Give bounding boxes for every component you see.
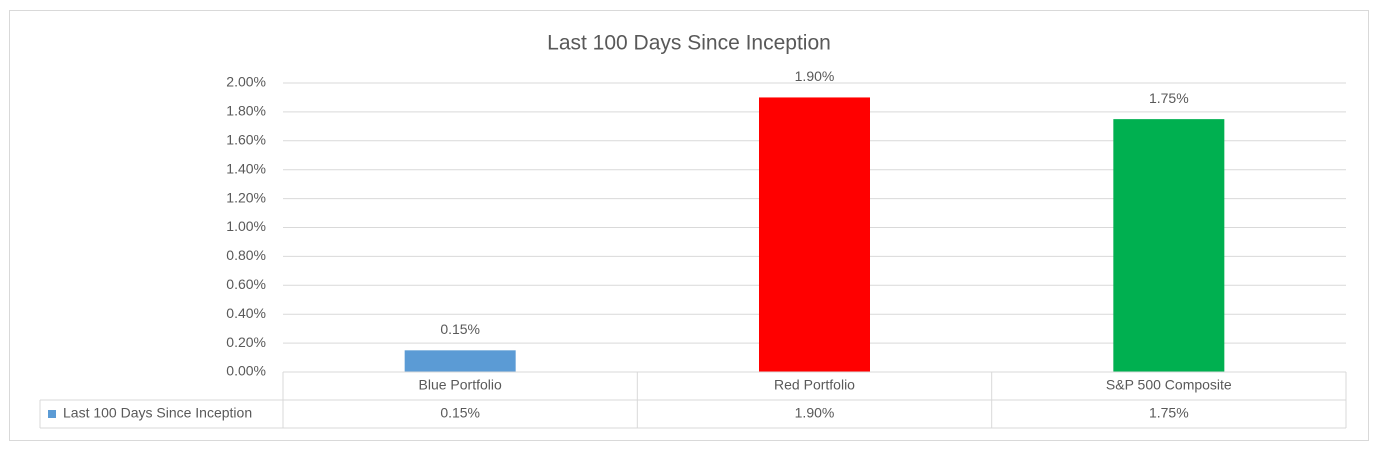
bar [404, 350, 516, 372]
y-tick-label: 1.60% [226, 132, 266, 148]
x-tick-label: Blue Portfolio [419, 377, 502, 393]
legend-label: Last 100 Days Since Inception [63, 405, 252, 421]
y-tick-label: 0.40% [226, 305, 266, 321]
chart-title: Last 100 Days Since Inception [547, 32, 831, 55]
y-tick-label: 0.80% [226, 247, 266, 263]
x-tick-label: S&P 500 Composite [1106, 377, 1232, 393]
data-label: 1.90% [795, 68, 835, 84]
y-tick-label: 0.60% [226, 276, 266, 292]
table-cell: 1.75% [1149, 405, 1189, 421]
y-tick-label: 1.40% [226, 160, 266, 176]
data-label: 0.15% [440, 321, 480, 337]
y-tick-label: 0.20% [226, 334, 266, 350]
bar [759, 97, 870, 372]
table-cell: 1.90% [795, 405, 835, 421]
table-cell: 0.15% [440, 405, 480, 421]
x-tick-label: Red Portfolio [774, 377, 855, 393]
y-tick-label: 1.80% [226, 103, 266, 119]
data-label: 1.75% [1149, 90, 1189, 106]
y-tick-label: 2.00% [226, 74, 266, 90]
legend-marker [48, 410, 56, 418]
y-tick-label: 0.00% [226, 363, 266, 379]
bar [1113, 119, 1225, 372]
y-tick-label: 1.00% [226, 218, 266, 234]
y-tick-label: 1.20% [226, 189, 266, 205]
